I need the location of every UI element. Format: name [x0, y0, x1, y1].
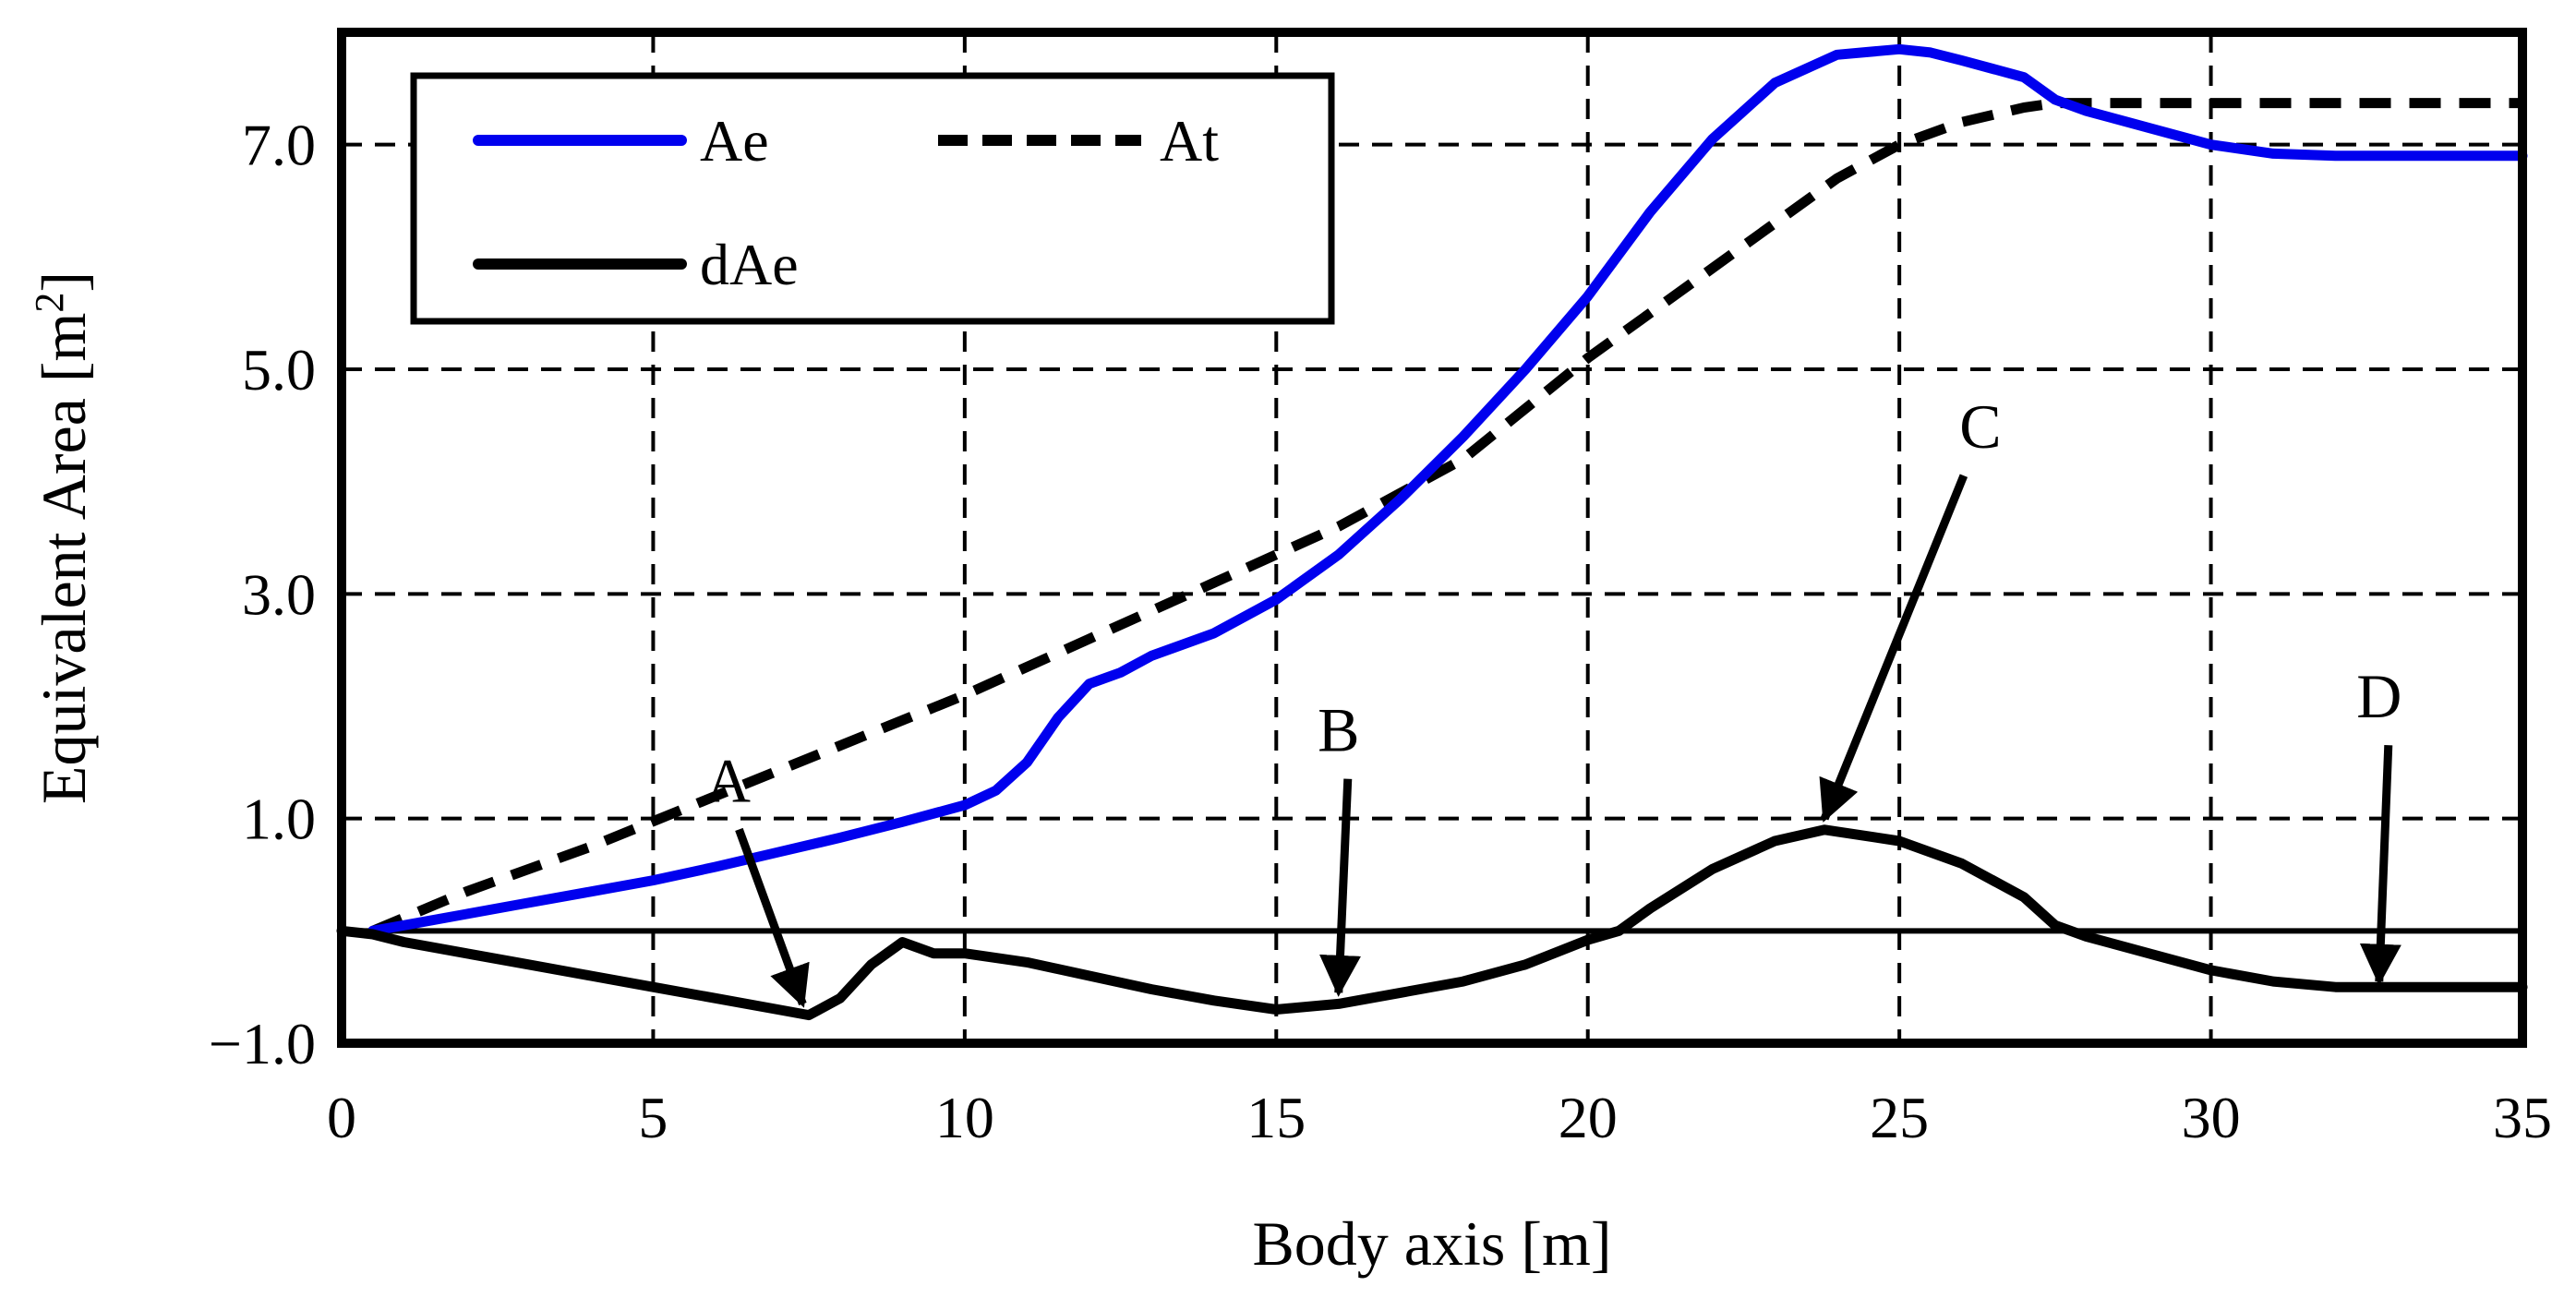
- plot-frame: [337, 28, 2527, 1048]
- annotation-label-a: A: [705, 745, 751, 815]
- y-tick-label: 5.0: [242, 337, 316, 403]
- annotation-arrow-a: [735, 827, 810, 1008]
- annotation-label-d: D: [2356, 661, 2401, 731]
- x-axis-title: Body axis [m]: [1252, 1208, 1611, 1279]
- y-axis-title-superscript: 2: [27, 293, 72, 313]
- annotations: A B C D: [705, 391, 2401, 1008]
- x-tick-label: 30: [2182, 1085, 2241, 1150]
- x-tick-label: 5: [638, 1085, 668, 1150]
- legend: Ae At dAe: [410, 72, 1335, 325]
- legend-label-at: At: [1160, 108, 1219, 174]
- x-tick-label: 10: [935, 1085, 994, 1150]
- y-tick-label: 1.0: [242, 787, 316, 852]
- annotation-label-c: C: [1959, 391, 2001, 462]
- tick-labels: 0 5 10 15 20 25 30 35 −1.0 1.0 3.0 5.0 7.0: [209, 113, 2552, 1150]
- y-tick-label: 3.0: [242, 561, 316, 627]
- x-tick-label: 0: [327, 1085, 356, 1150]
- legend-box: [410, 72, 1335, 325]
- annotation-arrow-b: [1319, 778, 1361, 997]
- annotation-arrow-c: [1819, 474, 1968, 823]
- y-tick-label: −1.0: [209, 1011, 316, 1076]
- series-line-ae: [367, 43, 2528, 936]
- annotation-label-b: B: [1318, 695, 1359, 765]
- annotation-arrow-d: [2359, 744, 2401, 986]
- y-axis-title-main: Equivalent Area [m: [29, 313, 99, 804]
- legend-label-ae: Ae: [700, 108, 769, 174]
- series-layer: [336, 43, 2528, 1021]
- x-tick-label: 20: [1559, 1085, 1618, 1150]
- y-axis-title-end: ]: [29, 271, 99, 293]
- x-tick-label: 15: [1246, 1085, 1306, 1150]
- y-axis-title: Equivalent Area [m2]: [27, 271, 99, 804]
- series-line-dae: [336, 824, 2528, 1021]
- x-tick-label: 35: [2493, 1085, 2552, 1150]
- legend-label-dae: dAe: [700, 232, 799, 297]
- y-tick-label: 7.0: [242, 113, 316, 178]
- x-tick-label: 25: [1870, 1085, 1929, 1150]
